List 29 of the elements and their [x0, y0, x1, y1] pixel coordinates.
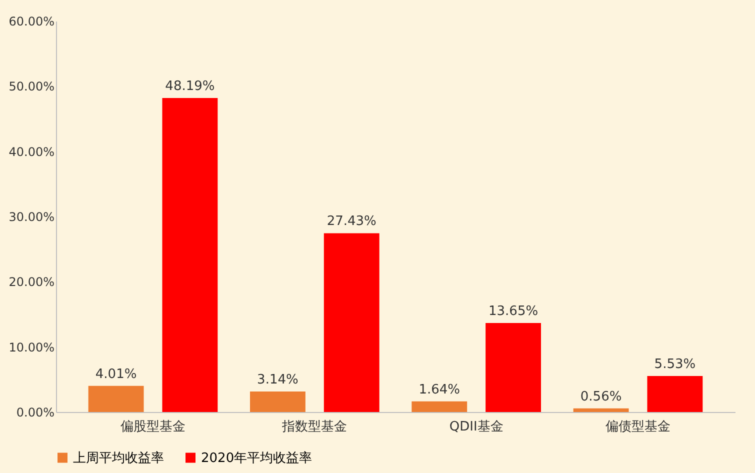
y-tick-label: 50.00%: [8, 80, 54, 94]
x-tick-label: 偏债型基金: [606, 420, 670, 434]
bar: [88, 386, 144, 412]
data-label: 5.53%: [654, 356, 696, 372]
legend-label: 2020年平均收益率: [201, 450, 312, 466]
data-label: 27.43%: [326, 214, 376, 230]
y-tick-label: 20.00%: [8, 275, 54, 290]
bar: [486, 323, 541, 412]
bar: [412, 401, 468, 412]
data-label: 1.64%: [418, 382, 460, 398]
y-tick-label: 60.00%: [8, 14, 54, 28]
bar: [647, 376, 703, 412]
x-tick-label: 指数型基金: [281, 420, 348, 434]
y-tick-label: 10.00%: [8, 340, 54, 354]
data-label: 4.01%: [95, 366, 137, 382]
data-label: 48.19%: [165, 78, 215, 94]
data-label: 13.65%: [488, 304, 538, 320]
bar: [162, 98, 218, 412]
y-tick-label: 0.00%: [16, 406, 54, 420]
bar: [573, 408, 629, 412]
data-label: 0.56%: [580, 389, 622, 404]
y-tick-label: 30.00%: [8, 210, 54, 224]
bar: [324, 233, 380, 412]
data-label: 3.14%: [257, 372, 298, 388]
x-tick-label: QDII基金: [449, 420, 504, 434]
y-tick-label: 40.00%: [8, 144, 54, 159]
legend-label: 上周平均收益率: [73, 450, 164, 466]
x-tick-label: 偏股型基金: [120, 420, 186, 434]
bar: [250, 392, 306, 412]
